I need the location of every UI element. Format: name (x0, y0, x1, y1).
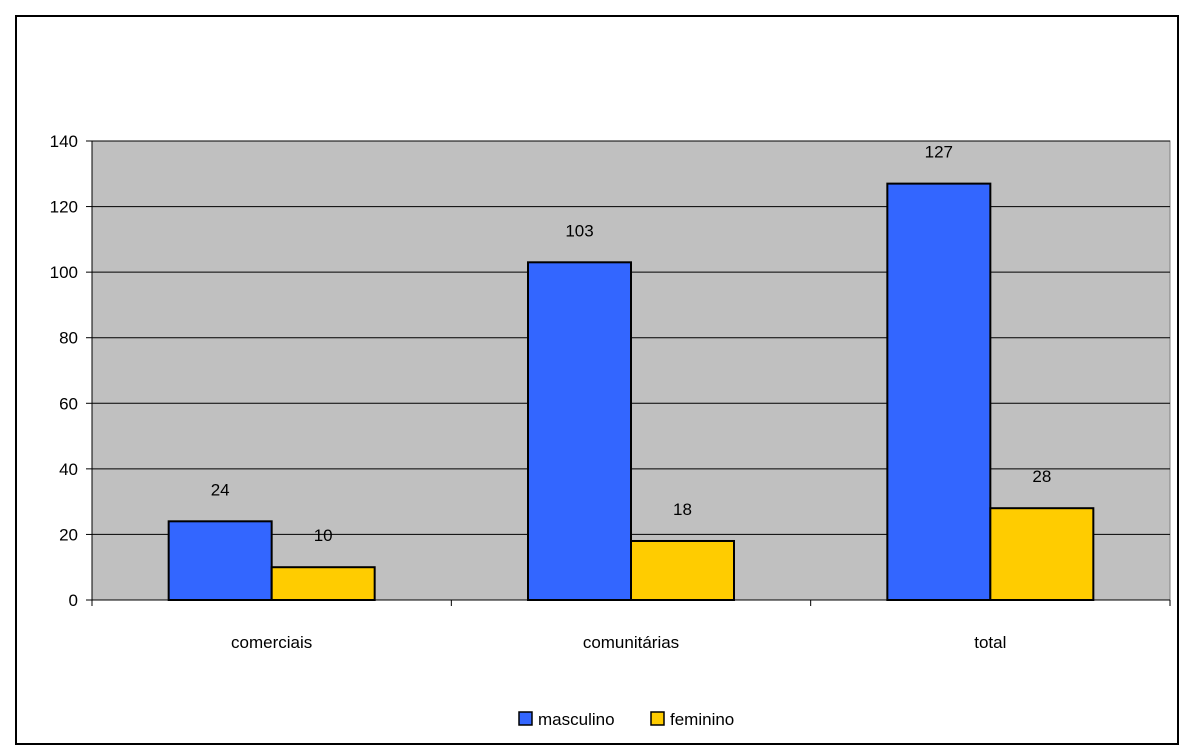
legend-swatch (650, 711, 665, 726)
data-label: 127 (925, 143, 953, 162)
data-label: 10 (314, 526, 333, 545)
y-tick-label: 140 (50, 132, 78, 151)
x-category-label: comunitárias (583, 633, 679, 652)
y-tick-label: 40 (59, 460, 78, 479)
bar-feminino-comunitárias (630, 539, 735, 602)
legend-label: feminino (670, 710, 734, 729)
legend-label: masculino (538, 710, 615, 729)
bar-masculino-comerciais (167, 520, 273, 601)
data-label: 103 (565, 221, 593, 240)
legend-swatch (518, 711, 533, 726)
data-label: 24 (211, 480, 230, 499)
bars (167, 182, 1095, 602)
x-category-label: comerciais (231, 633, 312, 652)
bar-feminino-total (989, 507, 1095, 602)
y-tick-label: 60 (59, 394, 78, 413)
data-label: 28 (1032, 467, 1051, 486)
legend: masculino feminino (518, 710, 734, 729)
axes (86, 140, 1171, 606)
y-tick-label: 100 (50, 263, 78, 282)
y-tick-label: 80 (59, 329, 78, 348)
data-label: 18 (673, 500, 692, 519)
labels: 0 20 40 60 80 100 120 140 24 10 comerciais 103 18 com… (50, 132, 1052, 652)
bar-masculino-comunitárias (527, 261, 632, 601)
y-tick-label: 120 (50, 198, 78, 217)
bar-masculino-total (886, 182, 992, 601)
y-tick-label: 20 (59, 525, 78, 544)
y-tick-label: 0 (69, 591, 78, 610)
x-category-label: total (974, 633, 1006, 652)
bar-feminino-comerciais (270, 566, 376, 602)
